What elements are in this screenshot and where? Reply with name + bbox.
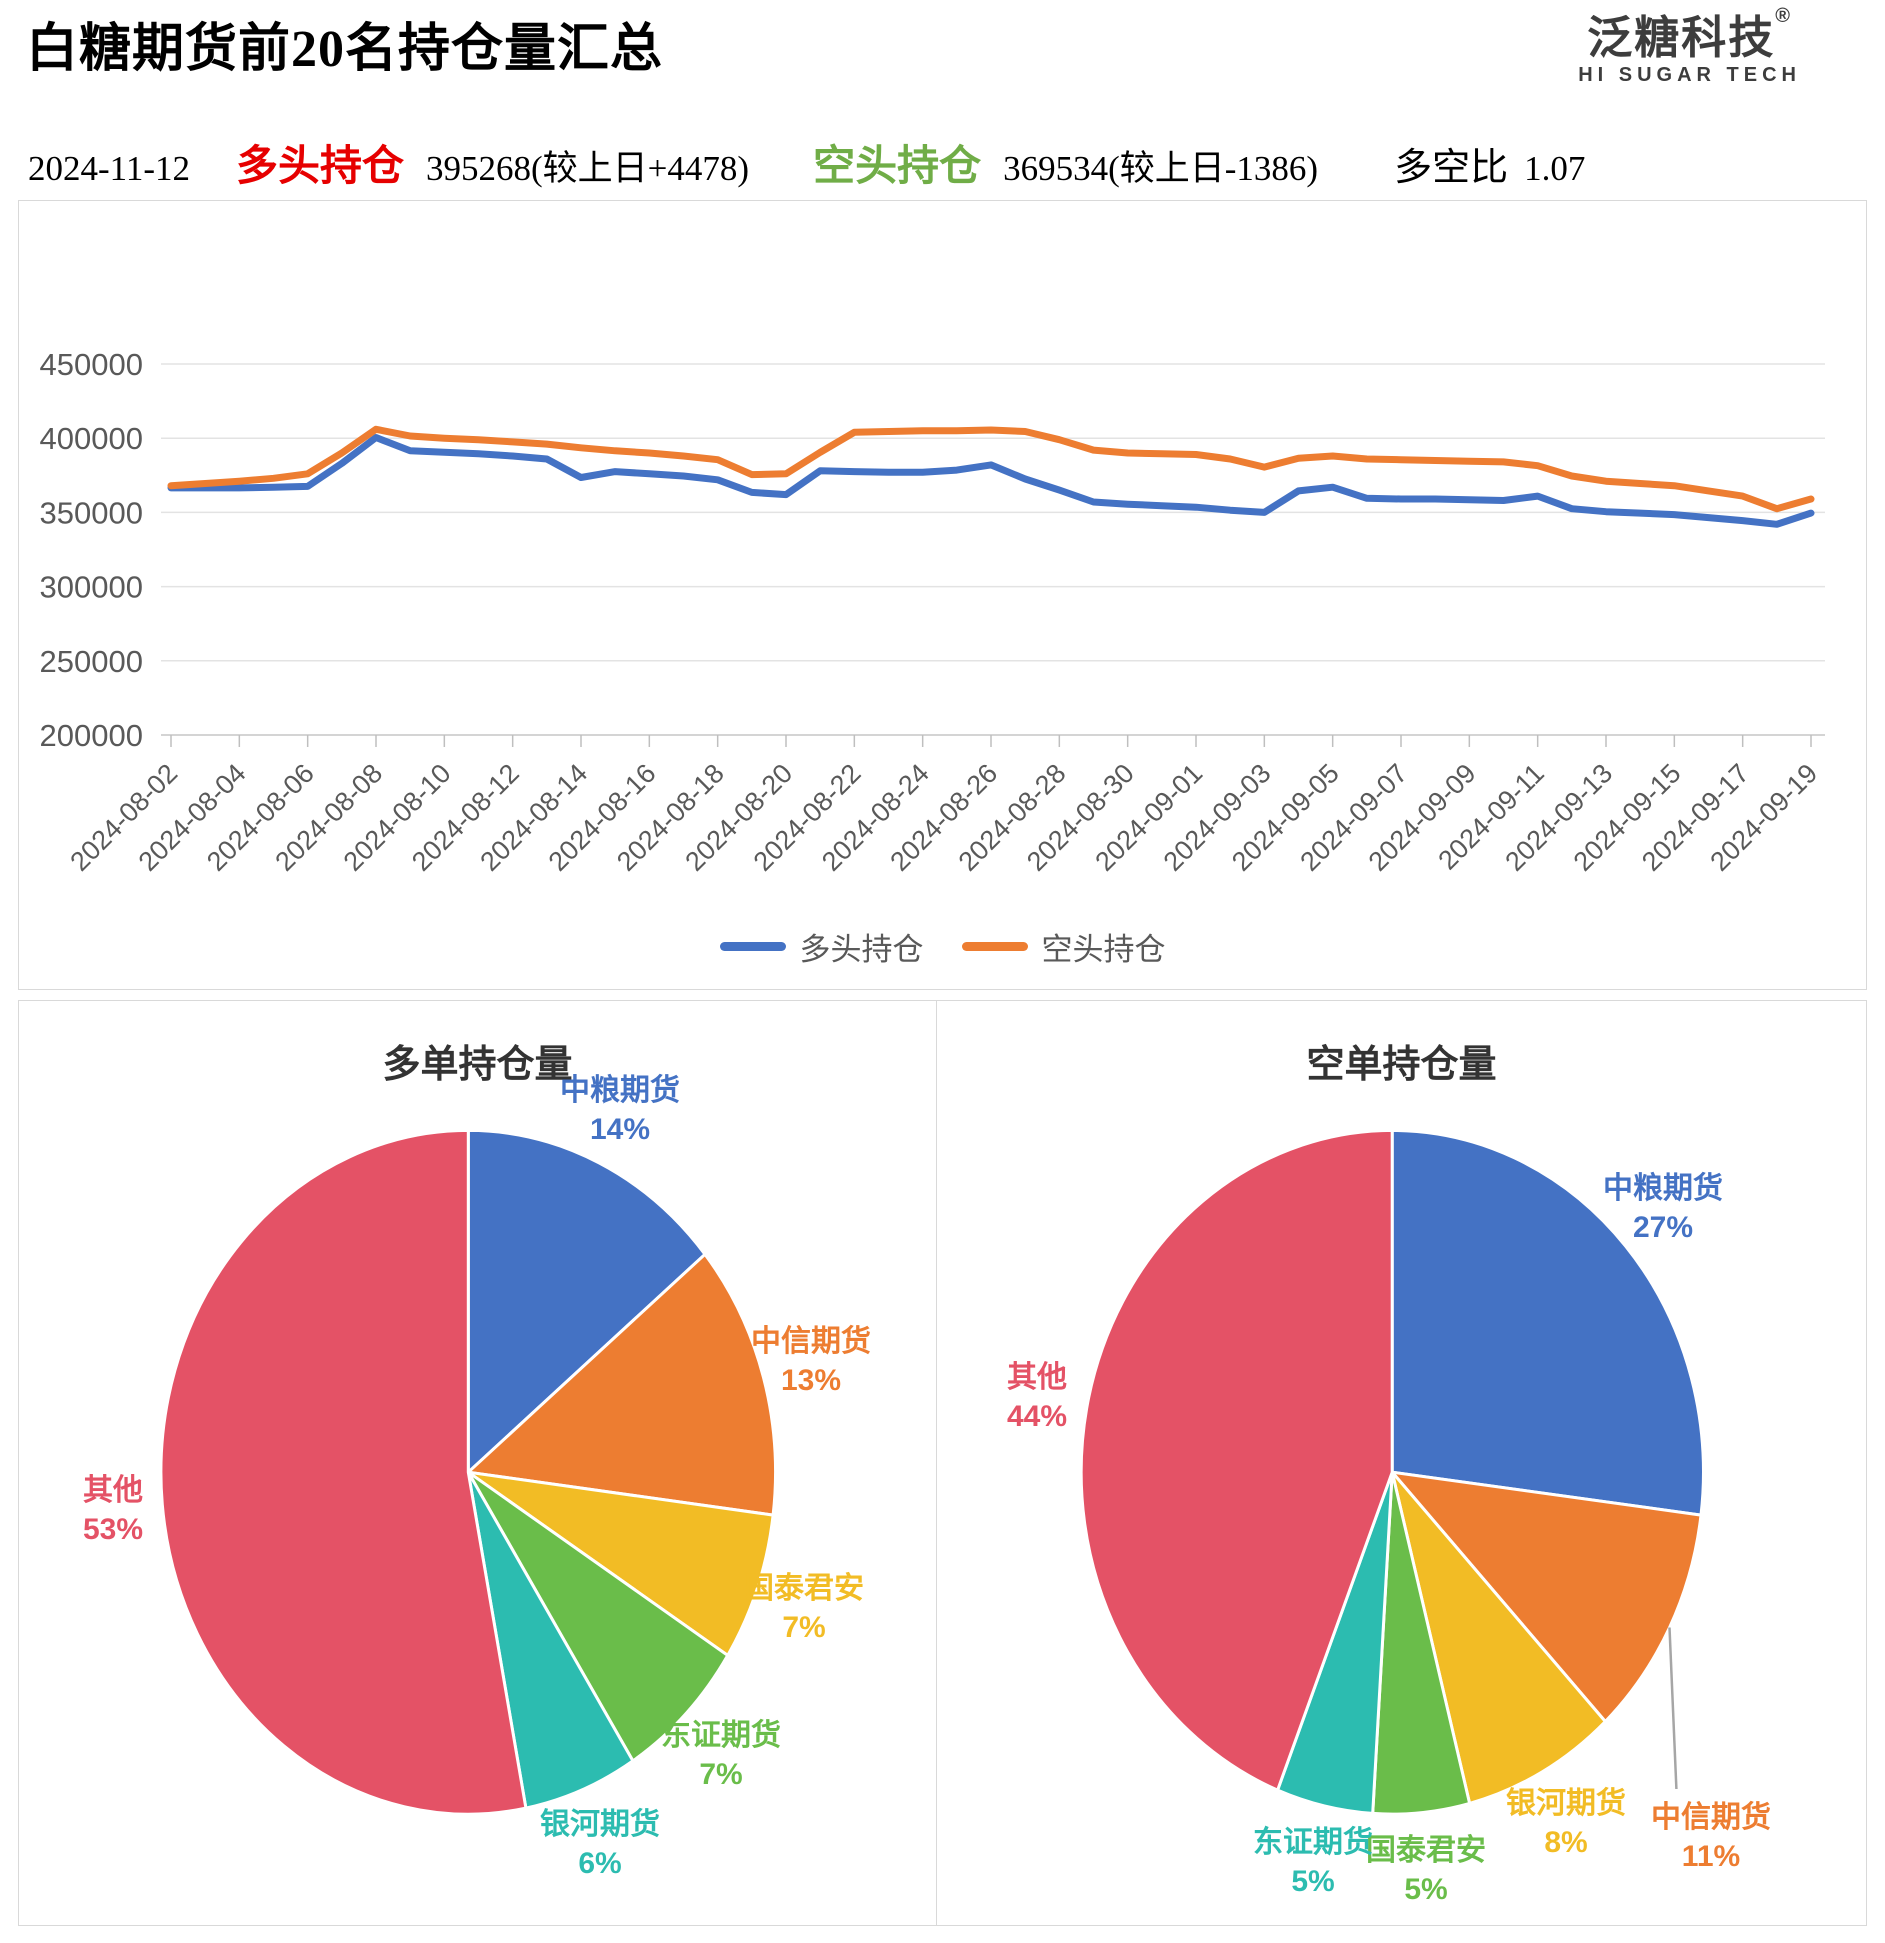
long-pie-label-中粮期货: 中粮期货 14% xyxy=(560,1074,680,1146)
short-pie-label-银河期货: 银河期货 8% xyxy=(1506,1787,1626,1859)
short-pie-slice-中信期货 xyxy=(1390,1470,1703,1723)
short-pie-label-国泰君安: 国泰君安 5% xyxy=(1366,1834,1486,1906)
ratio-label: 多空比 xyxy=(1394,147,1509,189)
short-pie-chart xyxy=(1079,1128,1705,1816)
legend-swatch-short xyxy=(961,942,1028,951)
long-position-value: 395268(较上日+4478) xyxy=(426,149,750,188)
short-pie-label-中粮期货: 中粮期货 27% xyxy=(1603,1172,1723,1244)
long-pie-label-东证期货: 东证期货 7% xyxy=(661,1719,781,1791)
series-line-short xyxy=(167,425,1815,513)
long-pie-panel: 多单持仓量 中粮期货 14% 中信期货 13% 国泰君安 7% 东证期货 7% 银河期货 6% 其他… xyxy=(18,1000,937,1926)
long-pie-chart xyxy=(159,1128,778,1816)
y-tick-label: 400000 xyxy=(40,421,143,456)
short-pie-panel: 空单持仓量 中粮期货 27% 中信期货 11% 银河期货 8% 国泰君安 5% 东证期货 5% 其他… xyxy=(936,1000,1867,1926)
line-chart: 4500004000003500003000002500002000002024… xyxy=(40,347,1825,877)
long-pie-slice-东证期货 xyxy=(466,1470,730,1763)
page-title: 白糖期货前20名持仓量汇总 xyxy=(26,21,664,78)
short-position-label: 空头持仓 xyxy=(813,144,982,190)
legend-label-short: 空头持仓 xyxy=(1041,932,1166,967)
short-pie-title: 空单持仓量 xyxy=(1306,1044,1497,1086)
legend-swatch-long xyxy=(719,942,786,951)
short-pie-label-其他: 其他 44% xyxy=(1006,1361,1068,1433)
long-pie-slice-中信期货 xyxy=(466,1252,778,1517)
long-pie-slice-国泰君安 xyxy=(466,1470,775,1657)
long-pie-label-其他: 其他 53% xyxy=(82,1474,144,1546)
long-pie-slice-银河期货 xyxy=(466,1470,635,1810)
brand-logo: 泛糖科技® HI SUGAR TECH xyxy=(1578,6,1801,87)
long-pie-label-中信期货: 中信期货 13% xyxy=(751,1325,871,1397)
y-tick-label: 350000 xyxy=(40,495,143,530)
short-pie-leader-line xyxy=(1668,1627,1678,1790)
summary-bar: 2024-11-12 多头持仓 395268(较上日+4478) 空头持仓 36… xyxy=(26,132,1586,190)
short-pie-slice-银河期货 xyxy=(1390,1470,1607,1805)
long-pie-label-银河期货: 银河期货 6% xyxy=(540,1808,660,1880)
y-tick-label: 450000 xyxy=(40,347,143,382)
brand-logo-name: 泛糖科技® xyxy=(1578,6,1801,63)
y-tick-label: 300000 xyxy=(40,570,143,605)
short-pie-label-中信期货: 中信期货 11% xyxy=(1651,1801,1771,1873)
report-date: 2024-11-12 xyxy=(28,149,191,188)
short-pie-slice-其他 xyxy=(1079,1128,1394,1792)
long-position-label: 多头持仓 xyxy=(236,144,405,190)
line-chart-legend: 多头持仓 空头持仓 xyxy=(19,924,1866,969)
long-pie-slice-中粮期货 xyxy=(466,1128,707,1474)
series-line-long xyxy=(167,434,1815,528)
legend-label-long: 多头持仓 xyxy=(799,932,924,967)
short-pie-label-东证期货: 东证期货 5% xyxy=(1253,1826,1373,1898)
short-position-value: 369534(较上日-1386) xyxy=(1003,149,1319,188)
brand-logo-tagline: HI SUGAR TECH xyxy=(1578,64,1801,87)
registered-mark-icon: ® xyxy=(1775,5,1792,27)
y-tick-label: 200000 xyxy=(40,718,143,753)
ratio-value: 1.07 xyxy=(1524,149,1586,188)
short-pie-slice-中粮期货 xyxy=(1390,1128,1705,1517)
long-pie-slice-其他 xyxy=(159,1128,528,1816)
line-chart-panel: 450000 400000 350000 300000 250000 200000 2024… xyxy=(18,200,1867,990)
brand-logo-text: 泛糖科技 xyxy=(1587,12,1776,63)
y-tick-label: 250000 xyxy=(40,644,143,679)
long-pie-title: 多单持仓量 xyxy=(382,1044,573,1086)
long-pie-label-国泰君安: 国泰君安 7% xyxy=(744,1572,864,1644)
